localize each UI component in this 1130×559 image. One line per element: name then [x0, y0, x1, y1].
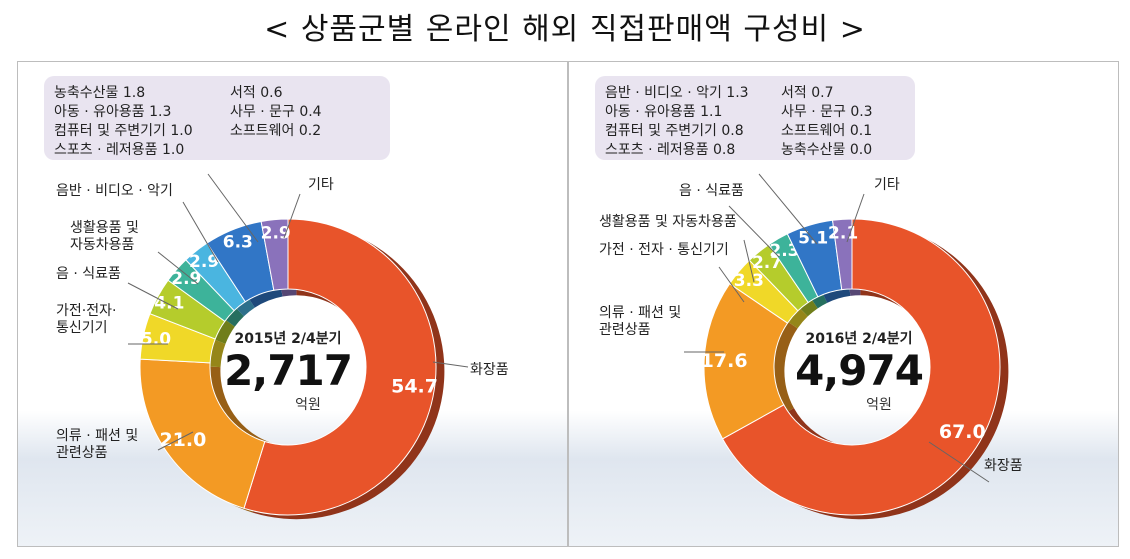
leader-line	[928, 441, 990, 483]
slice-value-label: 67.0	[939, 421, 986, 443]
chart-panel-2015: 농축수산물 1.8 아동 · 유아용품 1.3 컴퓨터 및 주변기기 1.0 스…	[17, 61, 568, 547]
category-label: 생활용품 및	[70, 220, 139, 236]
category-label: 음 · 식료품	[56, 266, 121, 282]
slice	[703, 282, 789, 440]
slice	[139, 358, 266, 509]
center-total: 2,717	[224, 346, 353, 395]
center-period: 2016년 2/4분기	[805, 331, 913, 347]
category-label: 생활용품 및 자동차용품	[599, 214, 737, 230]
minor-item: 스포츠 · 레저용품 1.0	[54, 142, 185, 158]
center-total-wrap: 2,717	[188, 346, 388, 395]
slice-value-label: 54.7	[391, 375, 438, 397]
category-label: 의류 · 패션 및	[56, 428, 138, 444]
center-period: 2015년 2/4분기	[234, 331, 342, 347]
slice	[831, 218, 853, 291]
leader-line	[758, 173, 818, 245]
minor-item: 소프트웨어 0.2	[230, 123, 322, 139]
minor-item: 농축수산물 1.8	[54, 85, 146, 101]
leader-line	[157, 431, 194, 451]
leader-line	[127, 282, 179, 310]
slice-value-label: 4.1	[154, 294, 184, 314]
minor-item: 아동 · 유아용품 1.1	[605, 104, 723, 120]
slice-value-label: 2.9	[171, 269, 201, 289]
minor-item: 소프트웨어 0.1	[781, 123, 873, 139]
minor-item: 아동 · 유아용품 1.3	[54, 104, 172, 120]
minor-item: 사무 · 문구 0.3	[781, 104, 873, 120]
slice	[243, 218, 437, 516]
leader-line	[743, 239, 755, 283]
category-label: 가전·전자·	[56, 303, 116, 319]
leader-line	[182, 201, 219, 263]
slice-value-label: 2.9	[189, 252, 219, 272]
minor-items-box	[44, 76, 390, 160]
minor-item: 스포츠 · 레저용품 0.8	[605, 142, 736, 158]
slice-value-label: 2.9	[261, 224, 291, 244]
minor-item: 컴퓨터 및 주변기기 0.8	[605, 123, 744, 139]
slice-value-label: 3.3	[734, 271, 764, 291]
minor-item: 사무 · 문구 0.4	[230, 104, 322, 120]
category-label: 음반 · 비디오 · 악기	[56, 183, 173, 199]
category-label: 통신기기	[56, 320, 108, 336]
category-label: 자동차용품	[70, 237, 135, 253]
slice-value-label: 5.0	[141, 330, 171, 350]
leader-line	[846, 193, 865, 243]
leader-line	[283, 193, 301, 239]
center-unit: 억원	[866, 397, 892, 413]
chart-panel-2016: 음반 · 비디오 · 악기 1.3 아동 · 유아용품 1.1 컴퓨터 및 주변…	[568, 61, 1119, 547]
category-label: 음 · 식료품	[679, 183, 744, 199]
slice-value-label: 21.0	[159, 429, 206, 451]
center-total: 4,974	[795, 346, 924, 395]
category-label: 의류 · 패션 및	[599, 305, 681, 321]
category-label: 기타	[308, 177, 334, 193]
center-label: 2016년 2/4분기	[759, 328, 959, 348]
category-label: 화장품	[470, 362, 509, 378]
slice-value-label: 2.7	[752, 253, 782, 273]
leader-line	[157, 251, 199, 285]
leader-line	[207, 173, 259, 243]
minor-item: 서적 0.7	[781, 85, 834, 101]
minor-items-box	[595, 76, 915, 160]
center-total-wrap: 4,974	[759, 346, 959, 395]
minor-item: 컴퓨터 및 주변기기 1.0	[54, 123, 193, 139]
center-label: 2015년 2/4분기	[188, 328, 388, 348]
minor-item: 농축수산물 0.0	[781, 142, 873, 158]
center-unit: 억원	[295, 397, 321, 413]
slice	[721, 218, 1001, 516]
category-label: 가전 · 전자 · 통신기기	[599, 242, 729, 258]
slice-value-label: 6.3	[223, 233, 253, 253]
slice	[260, 218, 289, 291]
slice-value-label: 2.3	[769, 241, 799, 261]
category-label: 관련상품	[599, 322, 651, 338]
category-label: 기타	[874, 177, 900, 193]
center-unit-wrap: 억원	[248, 394, 368, 414]
leader-line	[718, 266, 745, 303]
leader-line	[728, 205, 780, 258]
minor-item: 서적 0.6	[230, 85, 283, 101]
slice-value-label: 2.1	[828, 223, 858, 243]
center-unit-wrap: 억원	[819, 394, 939, 414]
category-label: 화장품	[984, 458, 1023, 474]
slice-value-label: 17.6	[701, 350, 748, 372]
leader-line	[432, 361, 469, 368]
minor-item: 음반 · 비디오 · 악기 1.3	[605, 85, 749, 101]
category-label: 관련상품	[56, 445, 108, 461]
page-title: < 상품군별 온라인 해외 직접판매액 구성비 >	[264, 12, 866, 47]
